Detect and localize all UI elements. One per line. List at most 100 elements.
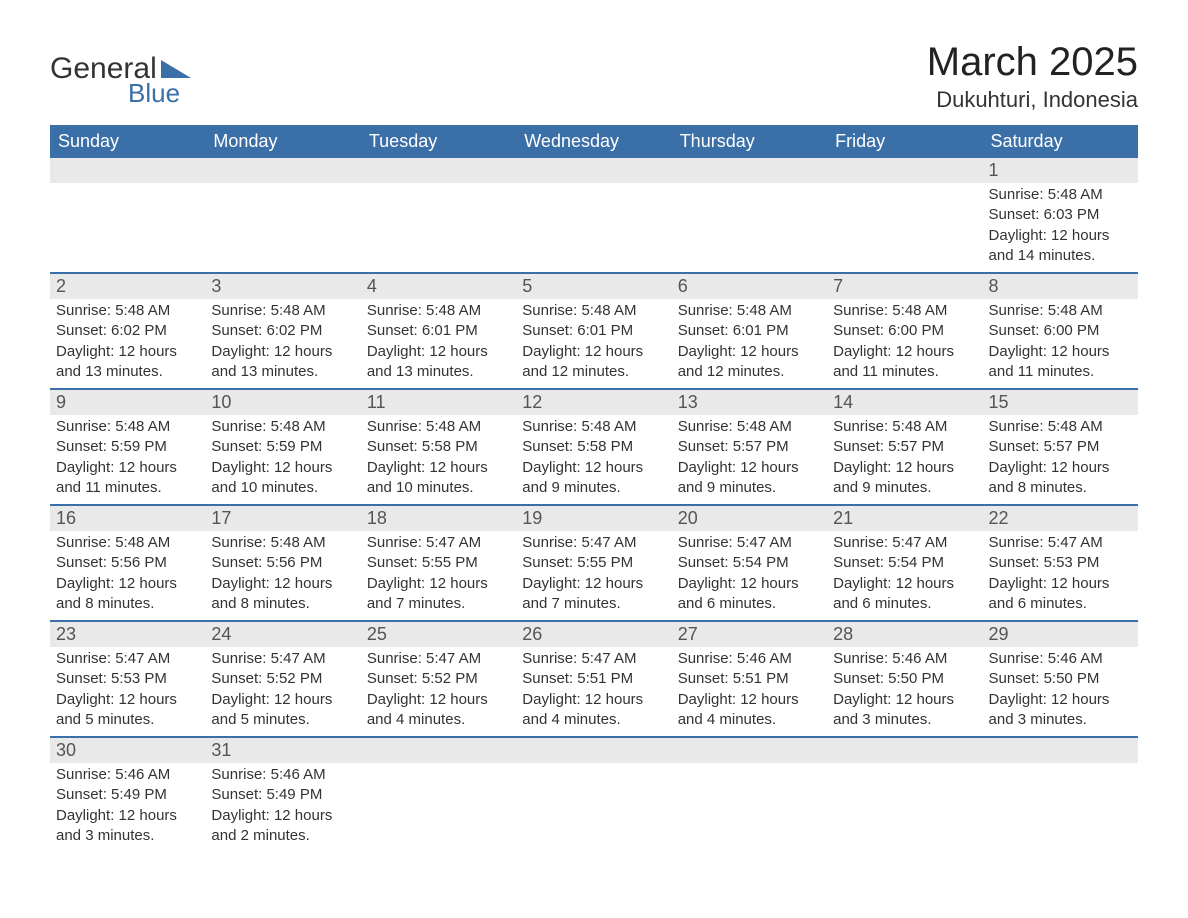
day-number (50, 158, 205, 183)
month-title: March 2025 (927, 40, 1138, 85)
calendar-cell: 9Sunrise: 5:48 AMSunset: 5:59 PMDaylight… (50, 389, 205, 505)
sunrise-text: Sunrise: 5:48 AM (989, 417, 1132, 437)
day-number (983, 738, 1138, 763)
calendar-cell: 22Sunrise: 5:47 AMSunset: 5:53 PMDayligh… (983, 505, 1138, 621)
day-data: Sunrise: 5:46 AMSunset: 5:49 PMDaylight:… (205, 763, 360, 852)
sunset-text: Sunset: 5:49 PM (56, 785, 199, 805)
day-number (672, 158, 827, 183)
sunset-text: Sunset: 6:01 PM (522, 321, 665, 341)
sunrise-text: Sunrise: 5:48 AM (211, 417, 354, 437)
day-data (50, 183, 205, 261)
calendar-cell: 13Sunrise: 5:48 AMSunset: 5:57 PMDayligh… (672, 389, 827, 505)
calendar-cell: 31Sunrise: 5:46 AMSunset: 5:49 PMDayligh… (205, 737, 360, 852)
logo-text-blue: Blue (128, 78, 180, 109)
day-number (361, 158, 516, 183)
logo: General Blue (50, 40, 191, 109)
calendar-week: 16Sunrise: 5:48 AMSunset: 5:56 PMDayligh… (50, 505, 1138, 621)
day-data (516, 763, 671, 841)
day-number: 11 (361, 390, 516, 415)
sunset-text: Sunset: 5:53 PM (56, 669, 199, 689)
day-data (361, 763, 516, 841)
calendar-cell: 18Sunrise: 5:47 AMSunset: 5:55 PMDayligh… (361, 505, 516, 621)
day-number (827, 158, 982, 183)
day-number: 12 (516, 390, 671, 415)
day-number: 3 (205, 274, 360, 299)
calendar-cell: 6Sunrise: 5:48 AMSunset: 6:01 PMDaylight… (672, 273, 827, 389)
day-data (361, 183, 516, 261)
day-data (672, 763, 827, 841)
sunset-text: Sunset: 5:50 PM (833, 669, 976, 689)
daylight-text: Daylight: 12 hours and 11 minutes. (989, 342, 1132, 383)
day-number: 13 (672, 390, 827, 415)
sunset-text: Sunset: 5:54 PM (678, 553, 821, 573)
sunrise-text: Sunrise: 5:48 AM (56, 301, 199, 321)
sunrise-text: Sunrise: 5:48 AM (833, 301, 976, 321)
calendar-cell: 27Sunrise: 5:46 AMSunset: 5:51 PMDayligh… (672, 621, 827, 737)
calendar-cell (672, 158, 827, 273)
day-number (516, 158, 671, 183)
sunrise-text: Sunrise: 5:48 AM (833, 417, 976, 437)
calendar-week: 1Sunrise: 5:48 AMSunset: 6:03 PMDaylight… (50, 158, 1138, 273)
day-number: 21 (827, 506, 982, 531)
sunset-text: Sunset: 5:57 PM (989, 437, 1132, 457)
sunset-text: Sunset: 5:50 PM (989, 669, 1132, 689)
calendar-cell: 20Sunrise: 5:47 AMSunset: 5:54 PMDayligh… (672, 505, 827, 621)
daylight-text: Daylight: 12 hours and 13 minutes. (211, 342, 354, 383)
day-data: Sunrise: 5:48 AMSunset: 6:01 PMDaylight:… (361, 299, 516, 388)
sunset-text: Sunset: 5:58 PM (367, 437, 510, 457)
sunrise-text: Sunrise: 5:47 AM (833, 533, 976, 553)
day-data: Sunrise: 5:48 AMSunset: 5:57 PMDaylight:… (983, 415, 1138, 504)
daylight-text: Daylight: 12 hours and 4 minutes. (522, 690, 665, 731)
day-number: 22 (983, 506, 1138, 531)
day-data: Sunrise: 5:48 AMSunset: 6:02 PMDaylight:… (50, 299, 205, 388)
calendar-cell: 26Sunrise: 5:47 AMSunset: 5:51 PMDayligh… (516, 621, 671, 737)
sunrise-text: Sunrise: 5:46 AM (989, 649, 1132, 669)
calendar-cell: 24Sunrise: 5:47 AMSunset: 5:52 PMDayligh… (205, 621, 360, 737)
day-number: 18 (361, 506, 516, 531)
day-number: 25 (361, 622, 516, 647)
day-number (361, 738, 516, 763)
weekday-header: Monday (205, 125, 360, 158)
daylight-text: Daylight: 12 hours and 8 minutes. (989, 458, 1132, 499)
day-data (827, 183, 982, 261)
sunset-text: Sunset: 5:56 PM (56, 553, 199, 573)
day-number: 9 (50, 390, 205, 415)
calendar-cell: 10Sunrise: 5:48 AMSunset: 5:59 PMDayligh… (205, 389, 360, 505)
calendar-cell: 30Sunrise: 5:46 AMSunset: 5:49 PMDayligh… (50, 737, 205, 852)
day-data: Sunrise: 5:48 AMSunset: 5:57 PMDaylight:… (672, 415, 827, 504)
calendar-cell: 5Sunrise: 5:48 AMSunset: 6:01 PMDaylight… (516, 273, 671, 389)
daylight-text: Daylight: 12 hours and 4 minutes. (367, 690, 510, 731)
day-number: 27 (672, 622, 827, 647)
day-data: Sunrise: 5:47 AMSunset: 5:52 PMDaylight:… (361, 647, 516, 736)
day-data (516, 183, 671, 261)
calendar-cell: 14Sunrise: 5:48 AMSunset: 5:57 PMDayligh… (827, 389, 982, 505)
calendar-week: 30Sunrise: 5:46 AMSunset: 5:49 PMDayligh… (50, 737, 1138, 852)
day-data: Sunrise: 5:46 AMSunset: 5:50 PMDaylight:… (827, 647, 982, 736)
daylight-text: Daylight: 12 hours and 7 minutes. (367, 574, 510, 615)
sunrise-text: Sunrise: 5:47 AM (678, 533, 821, 553)
weekday-header: Saturday (983, 125, 1138, 158)
sunrise-text: Sunrise: 5:47 AM (522, 533, 665, 553)
sunset-text: Sunset: 5:52 PM (211, 669, 354, 689)
daylight-text: Daylight: 12 hours and 9 minutes. (678, 458, 821, 499)
calendar-cell (361, 158, 516, 273)
day-data: Sunrise: 5:48 AMSunset: 5:58 PMDaylight:… (516, 415, 671, 504)
daylight-text: Daylight: 12 hours and 3 minutes. (833, 690, 976, 731)
day-data: Sunrise: 5:48 AMSunset: 5:56 PMDaylight:… (50, 531, 205, 620)
weekday-header: Wednesday (516, 125, 671, 158)
calendar-cell: 16Sunrise: 5:48 AMSunset: 5:56 PMDayligh… (50, 505, 205, 621)
daylight-text: Daylight: 12 hours and 13 minutes. (56, 342, 199, 383)
calendar-table: SundayMondayTuesdayWednesdayThursdayFrid… (50, 125, 1138, 852)
day-number: 19 (516, 506, 671, 531)
calendar-cell: 19Sunrise: 5:47 AMSunset: 5:55 PMDayligh… (516, 505, 671, 621)
daylight-text: Daylight: 12 hours and 12 minutes. (522, 342, 665, 383)
day-data: Sunrise: 5:48 AMSunset: 5:57 PMDaylight:… (827, 415, 982, 504)
day-data: Sunrise: 5:46 AMSunset: 5:50 PMDaylight:… (983, 647, 1138, 736)
calendar-cell: 7Sunrise: 5:48 AMSunset: 6:00 PMDaylight… (827, 273, 982, 389)
sunrise-text: Sunrise: 5:47 AM (211, 649, 354, 669)
sunrise-text: Sunrise: 5:47 AM (367, 649, 510, 669)
day-data (205, 183, 360, 261)
title-block: March 2025 Dukuhturi, Indonesia (927, 40, 1138, 113)
day-number: 16 (50, 506, 205, 531)
day-number: 14 (827, 390, 982, 415)
